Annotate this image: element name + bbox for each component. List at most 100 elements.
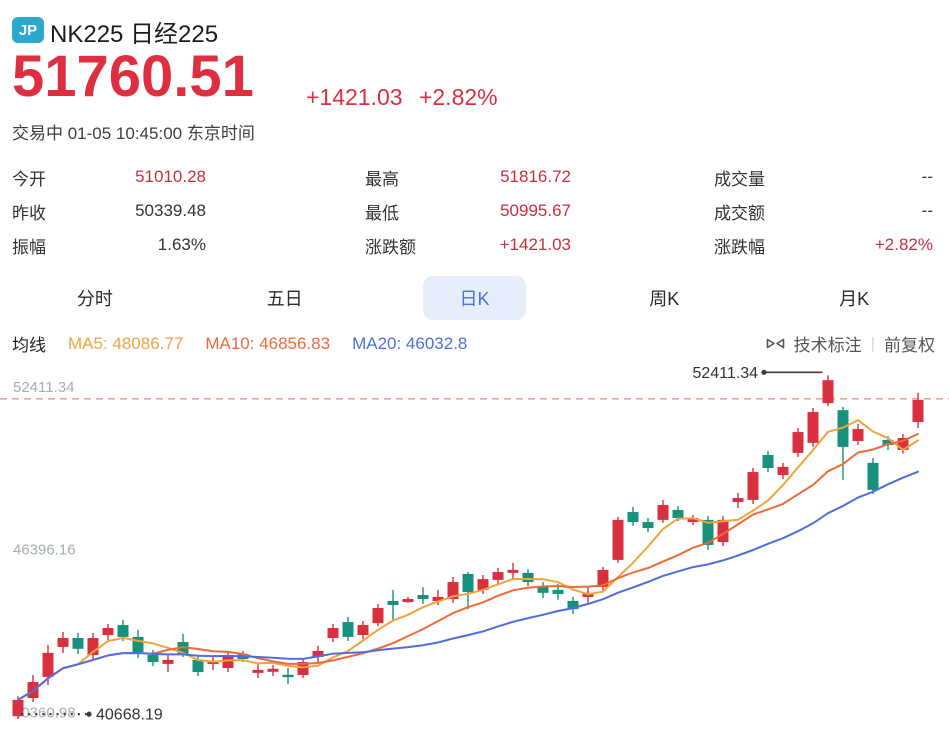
stat-row: 涨跌额 +1421.03 bbox=[365, 228, 571, 262]
tab-5day[interactable]: 五日 bbox=[266, 289, 303, 309]
period-tabs: 分时 五日 日K 周K 月K bbox=[0, 276, 949, 320]
tab-weekly-k[interactable]: 周K bbox=[649, 289, 680, 309]
stat-label-prev-close: 昨收 bbox=[12, 203, 46, 223]
candle-body bbox=[57, 638, 69, 647]
candle-body bbox=[777, 466, 789, 476]
candle-body bbox=[72, 638, 84, 649]
low-annotation-label: 40668.19 bbox=[96, 707, 163, 724]
ma20-line bbox=[17, 470, 919, 701]
stat-row: 振幅 1.63% bbox=[12, 228, 206, 262]
candle-body bbox=[597, 569, 609, 587]
trading-status: 交易中 01-05 10:45:00 东京时间 bbox=[12, 124, 255, 143]
candle-body bbox=[762, 455, 774, 468]
stat-value-turnover: -- bbox=[921, 201, 933, 220]
candle-body bbox=[102, 628, 114, 636]
candle-body bbox=[12, 699, 24, 717]
candle-body bbox=[702, 519, 714, 546]
ma-legend: 均线 MA5: 48086.77 MA10: 46856.83 MA20: 46… bbox=[12, 331, 467, 356]
chart-tools: 技术标注 | 前复权 bbox=[766, 331, 935, 356]
candle-body bbox=[492, 572, 504, 580]
stat-label-amplitude: 振幅 bbox=[12, 237, 46, 257]
high-annotation-dot bbox=[761, 369, 767, 375]
candle-body bbox=[267, 668, 279, 672]
candle-body bbox=[132, 636, 144, 653]
stat-value-change-amount: +1421.03 bbox=[499, 235, 571, 254]
stats-column-2: 最高 51816.72 最低 50995.67 涨跌额 +1421.03 bbox=[365, 160, 571, 262]
tools-divider: | bbox=[870, 333, 875, 353]
stat-label-volume: 成交量 bbox=[714, 169, 765, 189]
candle-body bbox=[417, 595, 429, 600]
stat-label-turnover: 成交额 bbox=[714, 203, 765, 223]
axis-price-label: 46396.16 bbox=[13, 541, 76, 558]
candle-body bbox=[657, 505, 669, 520]
low-annotation-dot bbox=[86, 711, 92, 717]
candle-body bbox=[552, 589, 564, 594]
candle-body bbox=[42, 652, 54, 677]
candle-body bbox=[147, 655, 159, 663]
candle-body bbox=[687, 518, 699, 523]
ma5-value: MA5: 48086.77 bbox=[68, 333, 184, 353]
candle-body bbox=[612, 519, 624, 560]
stats-column-1: 今开 51010.28 昨收 50339.48 振幅 1.63% bbox=[12, 160, 206, 262]
adjustment-mode-button[interactable]: 前复权 bbox=[884, 336, 935, 355]
stat-row: 最低 50995.67 bbox=[365, 194, 571, 228]
candle-body bbox=[297, 662, 309, 676]
stat-row: 涨跌幅 +2.82% bbox=[714, 228, 933, 262]
ma10-value: MA10: 46856.83 bbox=[205, 333, 331, 353]
candle-body bbox=[162, 659, 174, 664]
candle-body bbox=[447, 582, 459, 600]
candle-body bbox=[192, 659, 204, 673]
tab-minute[interactable]: 分时 bbox=[76, 289, 113, 309]
tab-monthly-k[interactable]: 月K bbox=[839, 289, 870, 309]
candle-body bbox=[807, 412, 819, 443]
stat-value-amplitude: 1.63% bbox=[157, 235, 206, 254]
axis-price-label: 52411.34 bbox=[13, 379, 74, 396]
stat-label-change-amount: 涨跌额 bbox=[365, 237, 416, 257]
candle-body bbox=[747, 472, 759, 500]
stat-label-open: 今开 bbox=[12, 169, 46, 189]
candle-body bbox=[222, 655, 234, 668]
price-change: +1421.03 +2.82% bbox=[306, 84, 498, 110]
candle-body bbox=[732, 498, 744, 503]
candle-body bbox=[327, 628, 339, 638]
ma10-line bbox=[17, 433, 919, 701]
candle-body bbox=[117, 625, 129, 637]
technical-annotation-icon bbox=[766, 337, 785, 350]
candle-body bbox=[522, 572, 534, 583]
candle-body bbox=[912, 399, 924, 423]
ma5-line bbox=[17, 419, 919, 701]
candle-body bbox=[387, 600, 399, 606]
kline-chart-area: 52411.34 46396.16 40360.98 52411.34 40668.19 bbox=[0, 358, 949, 738]
candle-body bbox=[477, 579, 489, 590]
stat-value-change-percent: +2.82% bbox=[874, 235, 933, 254]
candle-body bbox=[432, 596, 444, 601]
stat-value-low: 50995.67 bbox=[500, 201, 571, 220]
stat-row: 今开 51010.28 bbox=[12, 160, 206, 194]
candle-body bbox=[252, 669, 264, 673]
candle-body bbox=[567, 600, 579, 610]
candle-body bbox=[87, 638, 99, 656]
stat-value-prev-close: 50339.48 bbox=[135, 201, 206, 220]
stat-row: 昨收 50339.48 bbox=[12, 194, 206, 228]
stock-title: NK225 日经225 bbox=[50, 21, 219, 48]
candle-body bbox=[357, 625, 369, 636]
stat-row: 成交量 -- bbox=[714, 160, 933, 194]
candle-body bbox=[312, 650, 324, 657]
candle-body bbox=[897, 438, 909, 450]
stat-row: 成交额 -- bbox=[714, 194, 933, 228]
candle-body bbox=[822, 380, 834, 404]
ma20-value: MA20: 46032.8 bbox=[352, 333, 468, 353]
kline-chart[interactable]: 52411.34 46396.16 40360.98 52411.34 40668.19 bbox=[0, 358, 949, 738]
candle-body bbox=[882, 439, 894, 446]
technical-annotation-button[interactable]: 技术标注 bbox=[793, 336, 862, 355]
stat-label-change-percent: 涨跌幅 bbox=[714, 237, 765, 257]
stats-column-3: 成交量 -- 成交额 -- 涨跌幅 +2.82% bbox=[714, 160, 933, 262]
candle-body bbox=[537, 586, 549, 593]
candle-body bbox=[672, 509, 684, 518]
candle-body bbox=[852, 429, 864, 441]
tab-daily-k[interactable]: 日K bbox=[380, 276, 570, 320]
high-annotation-label: 52411.34 bbox=[692, 365, 758, 382]
jp-market-badge: JP bbox=[12, 17, 44, 43]
candle-body bbox=[372, 608, 384, 624]
